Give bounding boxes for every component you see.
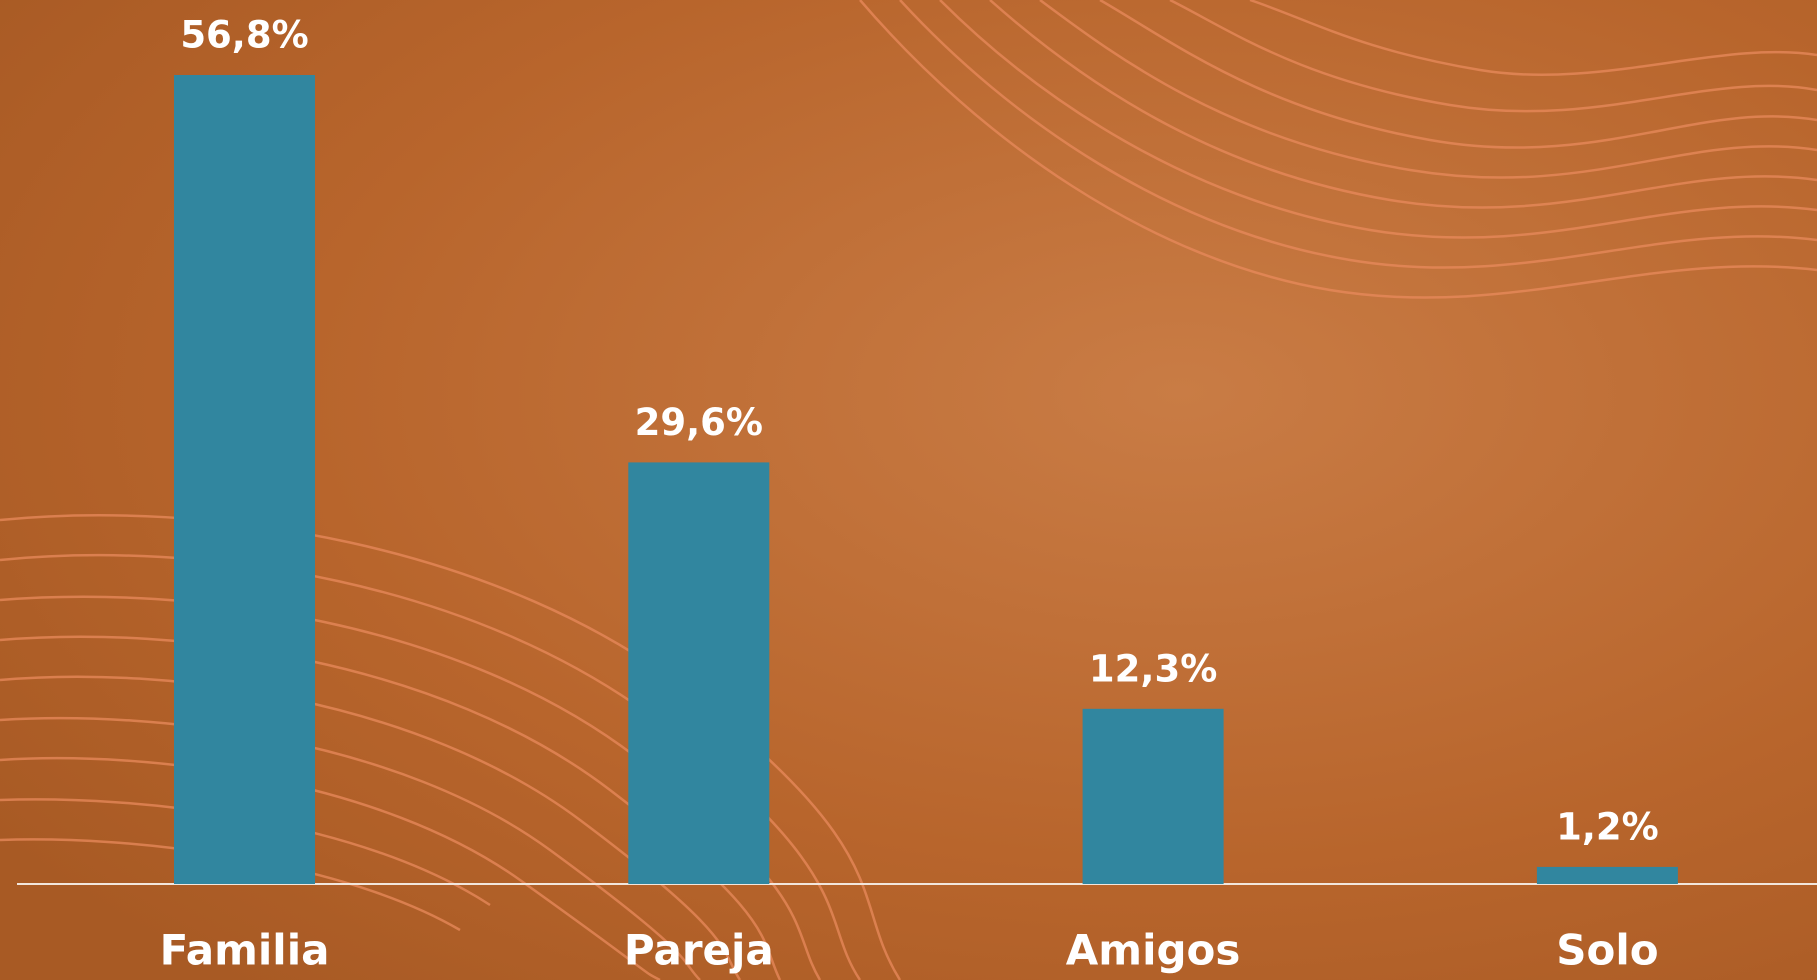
bar: [174, 75, 315, 884]
value-label: 1,2%: [1556, 805, 1659, 848]
chart: 56,8% Familia 29,6% Pareja 12,3% Amigos 1,2% So…: [0, 0, 1817, 980]
category-label: Solo: [1556, 926, 1658, 975]
bar: [1083, 709, 1224, 884]
value-label: 56,8%: [180, 14, 308, 57]
page: {"chart_data": {"type": "bar", "categori…: [0, 0, 1817, 980]
category-label: Familia: [160, 926, 330, 975]
value-label: 29,6%: [635, 401, 763, 444]
bar: [628, 462, 769, 884]
category-label: Pareja: [624, 926, 774, 975]
value-label: 12,3%: [1089, 647, 1217, 690]
category-label: Amigos: [1066, 926, 1241, 975]
bar: [1537, 867, 1678, 884]
